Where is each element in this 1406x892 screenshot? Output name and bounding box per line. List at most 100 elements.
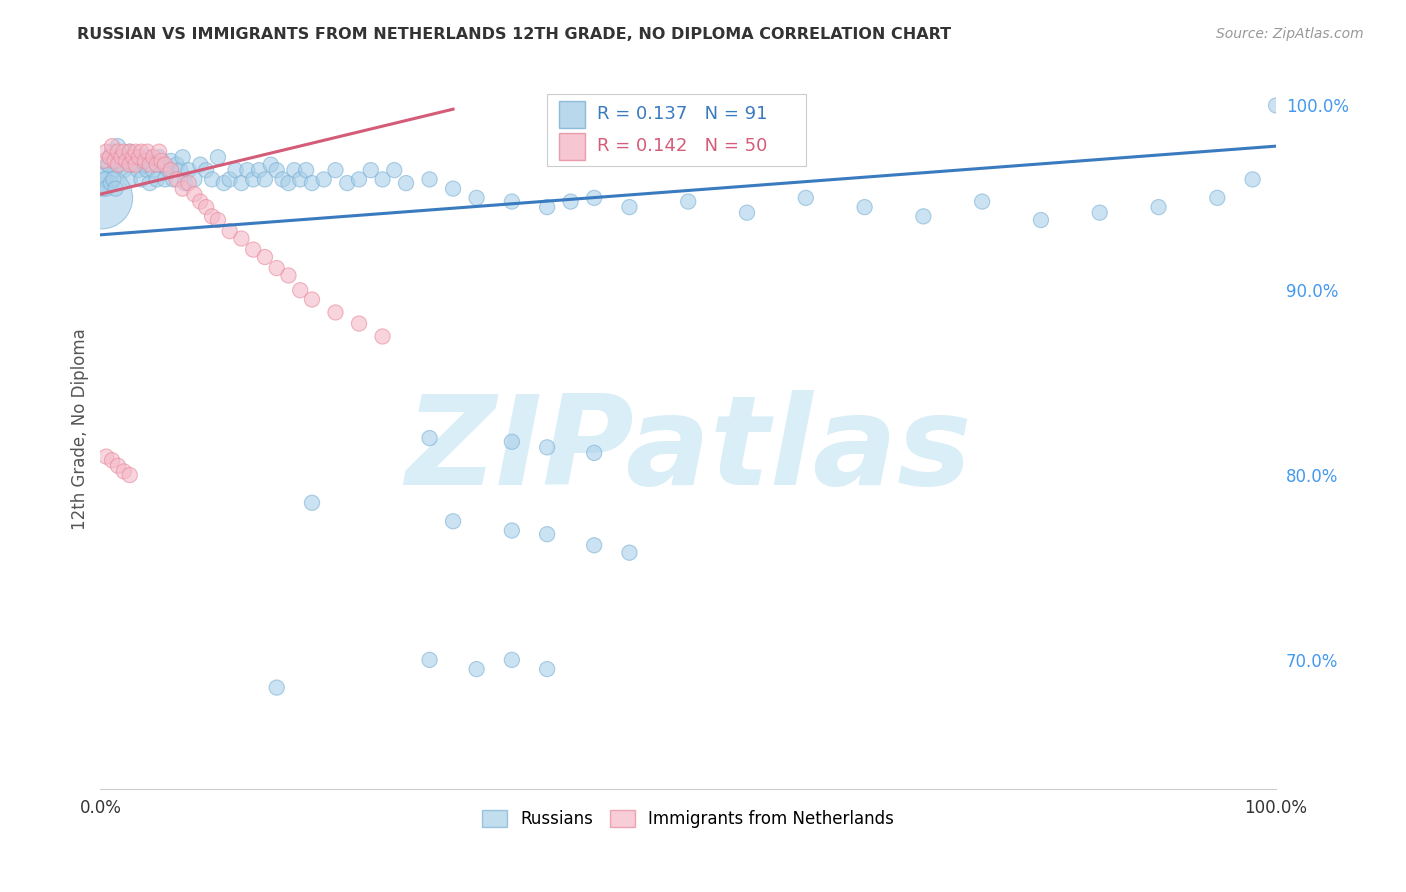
Point bbox=[1206, 191, 1229, 205]
Point bbox=[218, 172, 240, 186]
Point bbox=[419, 172, 441, 186]
Point bbox=[371, 329, 394, 343]
Point bbox=[1088, 205, 1111, 219]
Point bbox=[295, 163, 318, 178]
Point bbox=[107, 139, 129, 153]
Point bbox=[236, 163, 259, 178]
Point bbox=[1147, 200, 1170, 214]
Point bbox=[101, 453, 124, 467]
Point bbox=[301, 293, 323, 307]
Point bbox=[107, 458, 129, 473]
Point bbox=[96, 145, 118, 159]
Point bbox=[166, 172, 188, 186]
Point bbox=[91, 181, 114, 195]
Point bbox=[242, 172, 264, 186]
Point bbox=[277, 176, 299, 190]
Point bbox=[619, 546, 641, 560]
Point bbox=[134, 158, 156, 172]
Point bbox=[277, 268, 299, 283]
Point bbox=[1029, 213, 1052, 227]
Point bbox=[619, 200, 641, 214]
Text: RUSSIAN VS IMMIGRANTS FROM NETHERLANDS 12TH GRADE, NO DIPLOMA CORRELATION CHART: RUSSIAN VS IMMIGRANTS FROM NETHERLANDS 1… bbox=[77, 27, 952, 42]
Point bbox=[188, 194, 211, 209]
Point bbox=[131, 172, 153, 186]
Point bbox=[97, 158, 120, 172]
Point bbox=[347, 172, 370, 186]
Point bbox=[142, 163, 165, 178]
Point bbox=[103, 153, 125, 168]
Point bbox=[218, 224, 240, 238]
Point bbox=[188, 158, 211, 172]
Point bbox=[136, 150, 159, 164]
Point bbox=[103, 163, 125, 178]
Point bbox=[160, 163, 183, 178]
Point bbox=[124, 158, 146, 172]
Point bbox=[148, 150, 170, 164]
Point bbox=[242, 243, 264, 257]
Point bbox=[301, 176, 323, 190]
Point bbox=[912, 210, 935, 224]
Point bbox=[110, 150, 132, 164]
Point bbox=[98, 150, 121, 164]
Text: R = 0.142   N = 50: R = 0.142 N = 50 bbox=[596, 136, 766, 154]
Y-axis label: 12th Grade, No Diploma: 12th Grade, No Diploma bbox=[72, 328, 89, 530]
Point bbox=[212, 176, 235, 190]
Point bbox=[96, 158, 118, 172]
Point bbox=[127, 163, 149, 178]
Point bbox=[98, 150, 121, 164]
Point bbox=[1241, 172, 1264, 186]
Point bbox=[536, 200, 558, 214]
Point bbox=[148, 145, 170, 159]
Bar bbox=[560, 133, 585, 160]
Point bbox=[160, 153, 183, 168]
Point bbox=[231, 176, 253, 190]
Point bbox=[325, 305, 347, 319]
Point bbox=[360, 163, 382, 178]
Point bbox=[136, 163, 159, 178]
Point bbox=[735, 205, 758, 219]
Point bbox=[676, 194, 699, 209]
Point bbox=[441, 514, 464, 528]
Point bbox=[301, 496, 323, 510]
Point bbox=[100, 176, 122, 190]
Point bbox=[465, 191, 488, 205]
Point bbox=[136, 145, 159, 159]
Point bbox=[150, 158, 173, 172]
Point bbox=[112, 145, 135, 159]
Point bbox=[110, 158, 132, 172]
Point bbox=[290, 283, 312, 297]
Point bbox=[142, 150, 165, 164]
Legend: Russians, Immigrants from Netherlands: Russians, Immigrants from Netherlands bbox=[475, 804, 901, 835]
Point bbox=[501, 194, 523, 209]
Point bbox=[201, 210, 224, 224]
Bar bbox=[547, 94, 806, 166]
Point bbox=[146, 172, 169, 186]
Point bbox=[271, 172, 294, 186]
Point bbox=[112, 464, 135, 478]
Point bbox=[195, 163, 218, 178]
Point bbox=[103, 172, 125, 186]
Text: R = 0.137   N = 91: R = 0.137 N = 91 bbox=[596, 105, 768, 123]
Point bbox=[419, 653, 441, 667]
Point bbox=[118, 145, 141, 159]
Point bbox=[972, 194, 994, 209]
Point bbox=[207, 213, 229, 227]
Point bbox=[124, 150, 146, 164]
Point bbox=[122, 150, 145, 164]
Point bbox=[253, 172, 276, 186]
Point bbox=[172, 150, 194, 164]
Point bbox=[138, 158, 160, 172]
Point bbox=[162, 172, 184, 186]
Point bbox=[177, 163, 200, 178]
Point bbox=[231, 231, 253, 245]
Text: ZIPatlas: ZIPatlas bbox=[405, 390, 972, 511]
Point bbox=[169, 163, 191, 178]
Point bbox=[157, 163, 180, 178]
Point bbox=[501, 434, 523, 449]
Point bbox=[441, 181, 464, 195]
Point bbox=[266, 163, 288, 178]
Point bbox=[122, 158, 145, 172]
Point bbox=[583, 446, 606, 460]
Point bbox=[96, 181, 118, 195]
Point bbox=[183, 172, 205, 186]
